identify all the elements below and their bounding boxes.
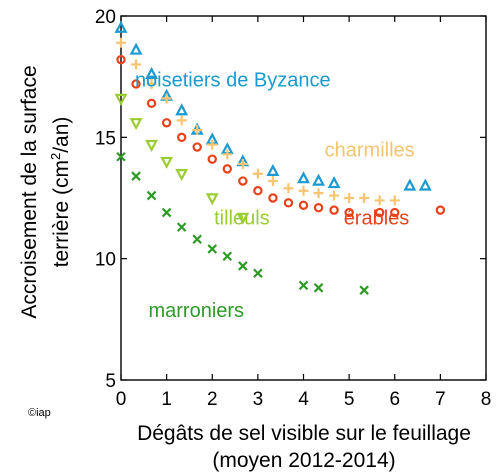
x-tick-label: 1 — [161, 389, 172, 410]
y-axis-label-line2: terrière (cm2/an) — [48, 116, 73, 268]
series-annotation: charmilles — [325, 140, 415, 162]
data-point — [114, 93, 128, 106]
data-point — [298, 280, 309, 291]
data-point — [253, 268, 263, 279]
data-point — [283, 183, 294, 194]
data-point — [160, 156, 174, 169]
series-annotation: marroniers — [148, 300, 244, 322]
data-point — [176, 132, 187, 143]
data-point — [313, 283, 324, 293]
data-point — [192, 142, 202, 152]
data-point — [313, 188, 324, 199]
x-tick-label: 0 — [116, 389, 127, 410]
data-point — [176, 115, 187, 126]
data-point — [207, 244, 218, 254]
data-point — [131, 59, 142, 70]
data-point — [389, 195, 400, 206]
data-point — [175, 169, 189, 182]
data-point — [129, 118, 143, 131]
data-point — [207, 139, 218, 150]
x-axis-label: Dégâts de sel visible sur le feuillage (… — [108, 420, 500, 474]
data-point — [390, 207, 400, 218]
data-point — [116, 54, 126, 65]
data-point — [344, 207, 354, 218]
data-point — [114, 20, 128, 33]
data-point — [403, 178, 417, 191]
data-point — [359, 193, 370, 203]
data-point — [131, 79, 141, 89]
data-point — [161, 118, 172, 128]
series-annotation: tilleuls — [214, 208, 270, 230]
data-point — [236, 212, 250, 225]
data-point — [146, 98, 157, 109]
data-point — [298, 185, 309, 196]
data-point — [192, 125, 203, 136]
data-point — [207, 154, 217, 164]
data-point — [192, 234, 202, 245]
y-tick-label: 20 — [95, 7, 116, 28]
series-annotation: noisetiers de Byzance — [135, 69, 331, 91]
x-tick-label: 3 — [253, 389, 264, 410]
x-tick-label: 4 — [298, 389, 309, 410]
data-point — [238, 261, 248, 271]
y-tick-label: 15 — [95, 128, 116, 149]
data-point — [222, 164, 233, 174]
data-point — [205, 193, 219, 206]
data-point — [253, 186, 263, 196]
data-point — [145, 139, 159, 152]
series-annotation: érables — [344, 208, 410, 230]
data-point — [435, 205, 446, 215]
data-point — [267, 176, 278, 187]
data-point — [161, 207, 172, 218]
x-tick-label: 7 — [435, 389, 446, 410]
y-tick-label: 10 — [95, 250, 116, 271]
data-point — [344, 193, 355, 203]
x-tick-label: 6 — [389, 389, 400, 410]
data-point — [176, 222, 187, 232]
data-point — [329, 205, 339, 215]
data-point — [237, 159, 248, 170]
data-point — [298, 200, 309, 210]
data-point — [146, 190, 157, 201]
data-point — [116, 151, 126, 162]
y-tick-label: 5 — [105, 371, 116, 392]
data-point — [329, 190, 340, 201]
x-tick-label: 5 — [344, 389, 355, 410]
x-axis-label-line1: Dégâts de sel visible sur le feuillage — [137, 422, 471, 445]
data-point — [175, 103, 189, 116]
data-point — [145, 66, 159, 79]
data-point — [374, 207, 385, 218]
credit-text: ©iap — [28, 407, 51, 419]
x-tick-label: 2 — [207, 389, 218, 410]
data-point — [131, 171, 141, 181]
data-point — [116, 37, 126, 48]
data-point — [222, 149, 233, 160]
x-axis-label-line2: (moyen 2012-2014) — [212, 449, 396, 472]
data-point — [129, 42, 143, 55]
data-point — [313, 203, 324, 213]
data-point — [283, 198, 294, 208]
data-point — [268, 193, 278, 203]
data-point — [297, 171, 310, 184]
data-point — [327, 176, 341, 189]
y-axis-label-line1: Accroisement de la surface — [18, 65, 41, 319]
data-point — [161, 93, 172, 104]
data-point — [252, 168, 263, 179]
data-point — [266, 163, 280, 177]
data-point — [146, 78, 157, 89]
data-point — [359, 285, 369, 295]
x-tick-label: 8 — [481, 389, 492, 410]
data-point — [418, 178, 432, 191]
data-point — [374, 195, 385, 206]
data-point — [222, 251, 233, 262]
data-point — [312, 173, 325, 186]
data-point — [238, 176, 248, 186]
